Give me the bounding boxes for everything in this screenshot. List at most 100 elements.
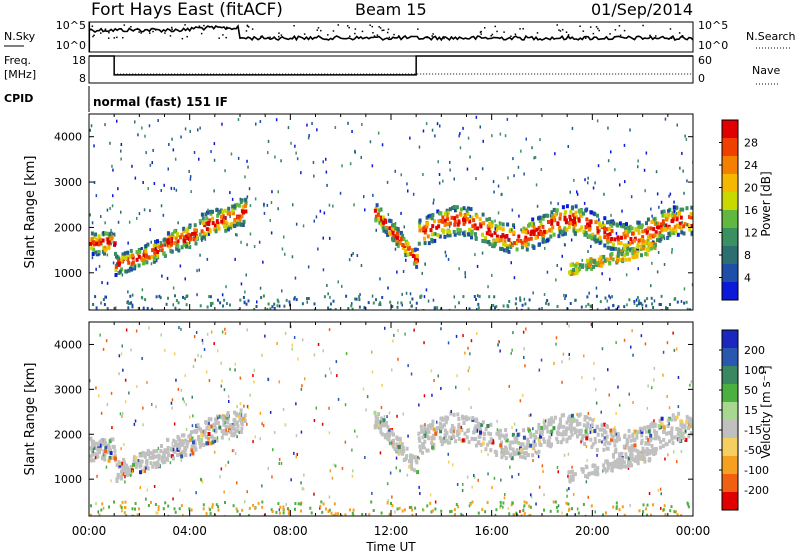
scatter-cell: [513, 422, 516, 426]
range-gate-cell: [537, 438, 541, 443]
scatter-cell: [663, 237, 666, 241]
range-gate-cell: [618, 221, 622, 226]
range-gate-cell: [92, 235, 96, 240]
range-gate-cell: [537, 216, 540, 221]
scatter-cell: [98, 253, 100, 257]
range-gate-cell: [224, 228, 228, 233]
ground-scatter-cell: [577, 511, 580, 515]
range-gate-cell: [490, 233, 494, 238]
range-gate-cell: [660, 227, 664, 232]
nsearch-point: [348, 26, 350, 29]
scatter-cell: [497, 184, 500, 188]
scatter-cell: [225, 428, 227, 432]
scatter-cell: [386, 482, 389, 486]
scatter-cell: [669, 192, 672, 196]
scatter-cell: [400, 173, 402, 177]
nsearch-point: [354, 32, 356, 35]
range-gate-cell: [419, 448, 422, 453]
ground-scatter-cell: [119, 504, 122, 508]
range-gate-cell: [498, 226, 502, 231]
range-gate-cell: [628, 241, 632, 246]
range-gate-cell: [661, 234, 665, 239]
range-gate-cell: [373, 208, 377, 213]
scatter-cell: [469, 155, 471, 159]
range-gate-cell: [647, 241, 651, 246]
range-gate-cell: [429, 228, 433, 233]
scatter-cell: [129, 474, 132, 477]
range-gate-cell: [572, 417, 576, 422]
range-gate-cell: [192, 237, 196, 241]
range-gate-cell: [481, 212, 485, 217]
ground-scatter-cell: [565, 501, 568, 505]
scatter-cell: [436, 420, 438, 424]
range-gate-cell: [613, 237, 617, 242]
scatter-cell: [659, 487, 662, 491]
scatter-cell: [452, 463, 454, 467]
scatter-cell: [319, 506, 321, 510]
scatter-cell: [301, 487, 304, 491]
range-gate-cell: [529, 221, 533, 226]
range-gate-cell: [488, 217, 492, 222]
colorbar-segment: [722, 366, 738, 385]
ground-scatter-cell: [254, 506, 257, 510]
scatter-cell: [231, 449, 234, 453]
range-gate-cell: [413, 455, 417, 460]
range-gate-cell: [689, 420, 693, 425]
scatter-cell: [194, 234, 196, 238]
ground-scatter-cell: [95, 306, 98, 310]
range-gate-cell: [585, 233, 589, 238]
range-gate-cell: [668, 226, 672, 231]
scatter-cell: [442, 179, 444, 183]
scatter-cell: [507, 506, 510, 510]
scatter-cell: [313, 174, 315, 178]
range-gate-cell: [479, 442, 483, 447]
range-gate-cell: [421, 435, 425, 440]
freq-label: Freq.: [4, 54, 31, 67]
range-gate-cell: [654, 450, 658, 455]
nsearch-point: [397, 35, 400, 37]
range-gate-cell: [435, 225, 439, 230]
scatter-cell: [284, 423, 287, 427]
colorbar-label: 16: [744, 204, 758, 217]
range-gate-cell: [573, 216, 576, 221]
scatter-cell: [686, 179, 688, 183]
scatter-cell: [530, 493, 532, 497]
range-gate-cell: [418, 224, 422, 229]
range-gate-cell: [628, 257, 631, 262]
range-gate-cell: [523, 238, 527, 243]
scatter-cell: [124, 378, 127, 382]
scatter-cell: [640, 334, 643, 338]
scatter-cell: [178, 326, 180, 330]
scatter-cell: [549, 214, 552, 218]
scatter-cell: [543, 493, 545, 497]
scatter-cell: [570, 238, 573, 242]
ground-scatter-cell: [175, 299, 178, 302]
colorbar-frame: [721, 329, 739, 511]
range-gate-cell: [107, 243, 111, 248]
range-gate-cell: [458, 211, 462, 216]
range-gate-cell: [180, 232, 184, 237]
scatter-cell: [225, 285, 227, 289]
scatter-cell: [691, 283, 693, 287]
range-gate-cell: [434, 431, 438, 436]
scatter-cell: [171, 137, 173, 141]
colorbar-segment: [722, 474, 738, 493]
range-gate-cell: [617, 465, 621, 470]
scatter-cell: [544, 246, 546, 250]
range-gate-cell: [462, 217, 465, 222]
range-gate-cell: [159, 449, 163, 453]
range-gate-cell: [390, 236, 394, 241]
range-gate-cell: [541, 224, 545, 229]
range-gate-cell: [178, 444, 182, 449]
range-gate-cell: [202, 231, 206, 236]
range-gate-cell: [107, 445, 111, 450]
scatter-cell: [625, 273, 628, 277]
nsearch-point: [598, 29, 600, 32]
range-gate-cell: [467, 440, 471, 445]
scatter-cell: [510, 351, 512, 355]
range-gate-cell: [588, 263, 592, 268]
scatter-cell: [332, 204, 334, 208]
range-gate-cell: [579, 213, 582, 218]
range-gate-cell: [559, 440, 563, 445]
range-gate-cell: [667, 431, 671, 436]
